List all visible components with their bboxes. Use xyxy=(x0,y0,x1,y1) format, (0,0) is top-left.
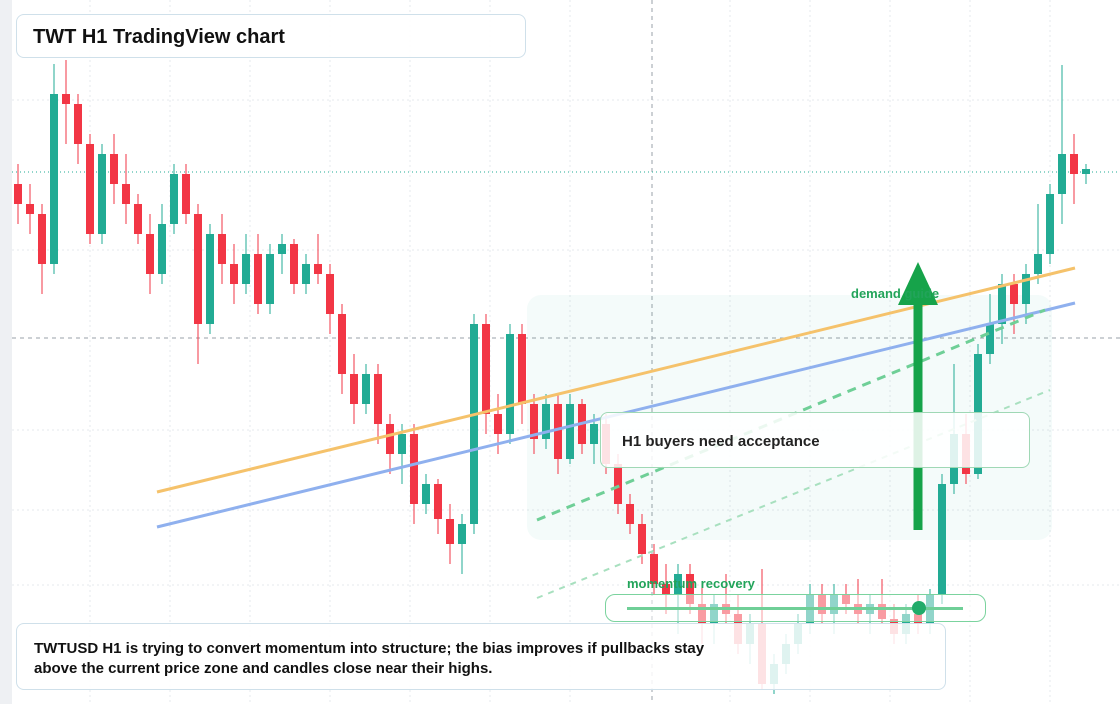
candle-body xyxy=(938,484,946,594)
candle-body xyxy=(446,519,454,544)
candle-body xyxy=(26,204,34,214)
candle-body xyxy=(206,234,214,324)
note-box: TWTUSD H1 is trying to convert momentum … xyxy=(16,623,946,690)
candle-body xyxy=(434,484,442,519)
candle-body xyxy=(290,244,298,284)
candle-body xyxy=(218,234,226,264)
candle-body xyxy=(530,404,538,439)
candle-body xyxy=(146,234,154,274)
candle-body xyxy=(50,94,58,264)
candle-body xyxy=(38,214,46,264)
candle-body xyxy=(14,184,22,204)
candle-body xyxy=(314,264,322,274)
candle-body xyxy=(410,434,418,504)
momentum-box xyxy=(605,594,986,622)
candle-body xyxy=(374,374,382,424)
candle-body xyxy=(338,314,346,374)
candle-body xyxy=(170,174,178,224)
candle-body xyxy=(350,374,358,404)
candle-body xyxy=(1058,154,1066,194)
candle-body xyxy=(398,434,406,454)
candle-body xyxy=(1082,169,1090,174)
candle-body xyxy=(590,424,598,444)
candle-body xyxy=(1010,284,1018,304)
candle-body xyxy=(362,374,370,404)
candle-body xyxy=(182,174,190,214)
acceptance-box: H1 buyers need acceptance xyxy=(600,412,1030,468)
candle-body xyxy=(614,464,622,504)
candle-body xyxy=(326,274,334,314)
candle-body xyxy=(230,264,238,284)
candle-body xyxy=(1022,274,1030,304)
candle-body xyxy=(86,144,94,234)
candle-body xyxy=(998,284,1006,324)
candle-body xyxy=(518,334,526,404)
candle-body xyxy=(62,94,70,104)
candle-body xyxy=(242,254,250,284)
candle-body xyxy=(1034,254,1042,274)
left-strip xyxy=(0,0,12,704)
candle-body xyxy=(134,204,142,234)
candle-body xyxy=(110,154,118,184)
candle-body xyxy=(554,404,562,459)
momentum-line xyxy=(627,607,963,610)
candle-body xyxy=(1070,154,1078,174)
candle-body xyxy=(266,254,274,304)
candle-body xyxy=(386,424,394,454)
demand-label: demand guide xyxy=(851,286,939,301)
candle-body xyxy=(542,404,550,439)
acceptance-label: H1 buyers need acceptance xyxy=(622,433,820,450)
momentum-label: momentum recovery xyxy=(627,576,756,591)
candle-body xyxy=(566,404,574,459)
candle-body xyxy=(254,254,262,304)
candle-body xyxy=(158,224,166,274)
candle-body xyxy=(74,104,82,144)
candle-body xyxy=(122,184,130,204)
title-box: TWT H1 TradingView chart xyxy=(16,14,526,58)
candle-body xyxy=(674,574,682,594)
candle-body xyxy=(662,584,670,594)
candle-body xyxy=(494,414,502,434)
candle-body xyxy=(650,554,658,584)
candle-body xyxy=(470,324,478,524)
candle-body xyxy=(302,264,310,284)
momentum-dot xyxy=(912,601,926,615)
arrow-head xyxy=(898,262,938,305)
candle-body xyxy=(482,324,490,414)
candle-body xyxy=(422,484,430,504)
candle-body xyxy=(278,244,286,254)
note: TWTUSD H1 is trying to convert momentum … xyxy=(34,640,705,677)
candle-body xyxy=(686,574,694,604)
candle-body xyxy=(638,524,646,554)
candle-body xyxy=(506,334,514,434)
candle-body xyxy=(458,524,466,544)
candle-body xyxy=(626,504,634,524)
title: TWT H1 TradingView chart xyxy=(33,26,285,48)
candle-body xyxy=(194,214,202,324)
candle-body xyxy=(98,154,106,234)
candle-body xyxy=(1046,194,1054,254)
candle-body xyxy=(986,324,994,354)
